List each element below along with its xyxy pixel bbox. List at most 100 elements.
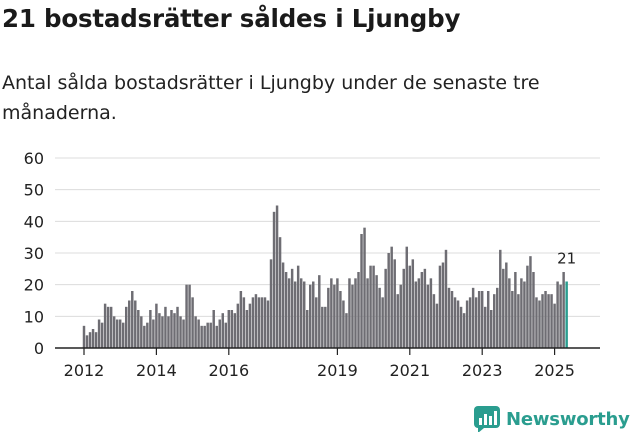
bar — [541, 294, 544, 348]
bars — [82, 205, 568, 348]
bar — [152, 319, 155, 348]
bar — [387, 253, 390, 348]
bar — [462, 313, 466, 348]
bar — [164, 306, 167, 348]
bar — [369, 265, 372, 348]
bar — [88, 332, 92, 348]
bar — [514, 272, 517, 348]
bar — [134, 300, 137, 348]
bar — [155, 303, 158, 348]
bar — [194, 316, 197, 348]
bar — [221, 313, 224, 348]
bar — [544, 291, 547, 348]
bar — [173, 313, 176, 348]
bar — [239, 291, 243, 348]
bar — [82, 325, 86, 348]
bar — [399, 284, 402, 348]
annotations: 21 — [557, 250, 576, 268]
bar — [218, 319, 221, 348]
bar — [483, 306, 487, 348]
bar — [161, 316, 164, 348]
bar — [535, 297, 538, 348]
bar — [176, 306, 179, 348]
bar — [257, 297, 261, 348]
bar — [390, 246, 393, 348]
bar — [432, 294, 436, 348]
bar — [384, 268, 387, 348]
x-tick-label: 2025 — [534, 361, 575, 380]
bar — [275, 205, 279, 348]
bar — [85, 335, 89, 348]
bar — [496, 287, 499, 348]
bar — [393, 259, 396, 348]
bar — [112, 316, 116, 348]
bar — [372, 265, 375, 348]
x-axis: 2012 2014 2016 2019 2021 2023 2025 — [55, 347, 600, 380]
bar — [115, 319, 119, 348]
bar — [287, 278, 291, 348]
bar — [121, 322, 125, 348]
bar — [556, 281, 559, 348]
bar — [254, 294, 258, 348]
bar — [351, 284, 354, 348]
bar — [444, 249, 448, 348]
bar — [450, 291, 454, 348]
bar — [468, 297, 472, 348]
bar — [227, 310, 231, 348]
bar — [302, 281, 306, 348]
bar — [414, 281, 418, 348]
bar — [559, 284, 562, 348]
bar — [324, 306, 327, 348]
bar — [106, 306, 110, 348]
bar — [242, 297, 246, 348]
bar — [529, 256, 532, 348]
bar — [312, 281, 315, 348]
bar — [429, 278, 433, 348]
bar — [505, 262, 508, 348]
bar — [348, 278, 351, 348]
bar — [435, 303, 439, 348]
bar — [453, 297, 457, 348]
y-tick-label: 10 — [24, 307, 44, 326]
bar — [305, 310, 309, 348]
bar — [408, 265, 412, 348]
bar — [499, 249, 502, 348]
bar — [411, 259, 415, 348]
bar — [260, 297, 264, 348]
bar — [490, 310, 493, 348]
bar — [197, 319, 200, 348]
y-axis-labels: 0 10 20 30 40 50 60 — [24, 149, 44, 358]
bar — [100, 322, 104, 348]
bar — [137, 310, 140, 348]
newsworthy-icon — [474, 406, 500, 432]
bar — [523, 281, 526, 348]
bar — [459, 306, 463, 348]
bar — [215, 325, 218, 348]
x-tick-label: 2021 — [389, 361, 430, 380]
bar — [550, 294, 553, 348]
x-tick-label: 2012 — [64, 361, 105, 380]
bar — [441, 262, 445, 348]
bar — [354, 278, 357, 348]
bar — [363, 227, 366, 348]
bar — [402, 268, 405, 348]
bar — [281, 262, 285, 348]
bar — [296, 265, 300, 348]
y-tick-label: 60 — [24, 149, 44, 168]
bar-latest — [565, 281, 568, 348]
bar — [200, 325, 203, 348]
bar — [471, 287, 475, 348]
y-tick-label: 50 — [24, 181, 44, 200]
bar — [131, 291, 134, 348]
x-tick-label: 2019 — [317, 361, 358, 380]
bar — [375, 275, 378, 348]
bar — [405, 246, 409, 348]
bar — [486, 291, 490, 348]
bar — [339, 291, 342, 348]
brand-name: Newsworthy — [506, 408, 630, 430]
x-tick-label: 2023 — [462, 361, 503, 380]
bar — [109, 306, 113, 348]
bar — [278, 237, 282, 348]
bar — [426, 284, 430, 348]
bar — [420, 272, 424, 348]
